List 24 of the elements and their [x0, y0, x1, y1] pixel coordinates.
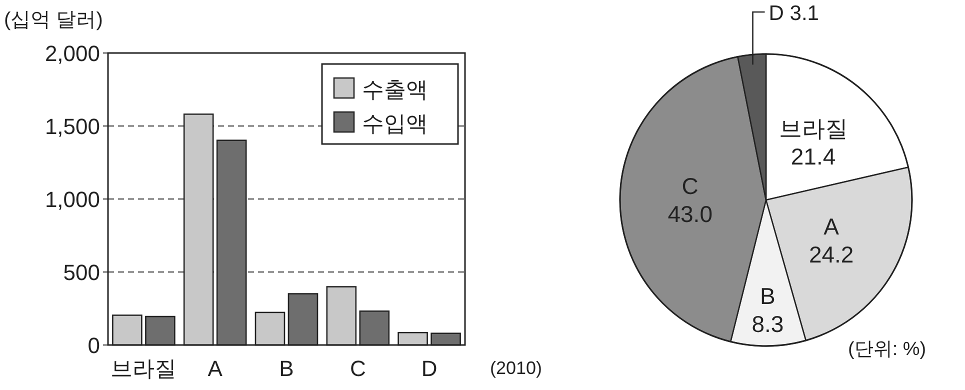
data-label: 21.4: [790, 144, 836, 170]
data-label: 43.0: [668, 201, 712, 228]
x-tick-label: B: [279, 356, 294, 381]
slice-label: D 3.1: [768, 2, 819, 25]
x-tick-label: D: [421, 356, 438, 381]
y-tick-label: 2,000: [44, 41, 100, 66]
legend-label: 수출액: [362, 77, 428, 102]
slice-label: C: [682, 173, 698, 200]
legend-label: 수입액: [362, 111, 428, 136]
data-label: 24.2: [808, 242, 854, 268]
data-label: 8.3: [752, 311, 784, 338]
slice-label: B: [760, 283, 776, 310]
x-tick-label: C: [350, 356, 366, 381]
slice-label: 브라질: [778, 116, 848, 142]
slice-label: A: [824, 214, 840, 240]
y-tick-label: 1,000: [44, 187, 100, 212]
x-tick-label: 브라질: [110, 356, 177, 381]
x-tick-label: A: [208, 356, 223, 381]
y-axis-title: (십억 달러): [4, 9, 103, 31]
text: (2010): [490, 358, 542, 378]
y-tick-label: 500: [63, 260, 100, 285]
text: (단위: %): [848, 339, 926, 360]
y-tick-label: 0: [88, 333, 100, 358]
y-tick-label: 1,500: [44, 114, 100, 139]
